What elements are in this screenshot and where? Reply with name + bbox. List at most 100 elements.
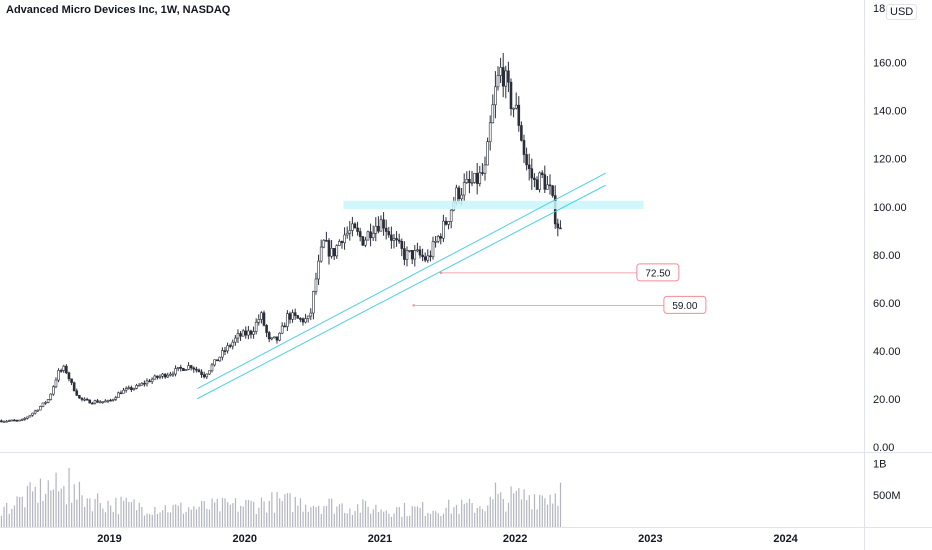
volume-bar <box>349 508 351 527</box>
volume-bar <box>164 505 166 527</box>
volume-bar <box>429 514 432 527</box>
chart-title: Advanced Micro Devices Inc, 1W, NASDAQ <box>6 4 231 16</box>
volume-bar <box>162 510 164 527</box>
volume-bar <box>89 498 91 527</box>
candle-body <box>65 365 68 374</box>
volume-bar <box>416 506 419 527</box>
volume-bar <box>263 501 265 527</box>
target-label: 72.50 <box>645 268 670 279</box>
candle-body <box>527 164 531 169</box>
volume-bar <box>71 502 73 527</box>
target-box <box>636 263 680 282</box>
candle-body <box>504 70 508 87</box>
volume-bar <box>359 512 361 527</box>
candle-body <box>335 245 339 257</box>
volume-bar <box>73 484 75 527</box>
candle-body <box>434 240 437 243</box>
volume-bar <box>180 502 182 527</box>
candle-body <box>80 397 84 400</box>
volume-bar <box>198 506 200 527</box>
volume-bar <box>237 511 239 527</box>
volume-bar <box>47 480 49 527</box>
candle-body <box>403 248 406 260</box>
volume-bar <box>24 507 26 527</box>
candle-body <box>93 400 97 404</box>
trend-line <box>197 184 606 400</box>
candle-body <box>491 104 495 124</box>
volume-bar <box>245 499 247 527</box>
volume-bar <box>0 515 3 527</box>
candle-body <box>390 234 393 241</box>
volume-bar <box>492 499 494 527</box>
volume-bar <box>528 495 530 527</box>
candle-body <box>293 312 297 316</box>
price-tick-label: 140.00 <box>873 106 907 118</box>
volume-bar <box>544 498 546 527</box>
volume-bar <box>432 510 434 527</box>
volume-bar <box>21 496 23 527</box>
candle-body <box>418 249 422 256</box>
candle-body <box>215 359 219 362</box>
candle-body <box>553 195 557 225</box>
candle-body <box>41 402 45 407</box>
volume-bar <box>65 504 68 527</box>
price-tick-label: 60.00 <box>873 298 901 310</box>
volume-bar <box>294 496 296 527</box>
candle-body <box>364 239 367 246</box>
currency-button[interactable]: USD <box>886 4 918 20</box>
volume-bar <box>500 492 502 527</box>
candle-body <box>319 246 323 262</box>
price-tick-label: 40.00 <box>873 346 901 358</box>
candle-body <box>431 241 435 258</box>
candle-body <box>62 365 66 371</box>
volume-bar <box>507 502 510 527</box>
volume-bar <box>315 507 317 527</box>
volume-bar <box>396 507 398 527</box>
volume-bar <box>414 506 416 527</box>
volume-bar <box>481 509 484 527</box>
volume-bar <box>250 500 252 527</box>
volume-bar <box>297 505 299 527</box>
trend-line <box>197 172 606 389</box>
candle-body <box>447 221 450 225</box>
candle-body <box>330 248 333 257</box>
candle-body <box>119 392 123 395</box>
candle-body <box>239 333 242 337</box>
candle-body <box>49 393 53 400</box>
volume-bar <box>424 516 426 527</box>
volume-bar <box>117 514 120 527</box>
volume-bar <box>479 506 481 527</box>
candle-body <box>379 219 383 232</box>
candle-body <box>176 367 180 369</box>
candle-body <box>36 409 40 412</box>
volume-bar <box>453 507 455 527</box>
volume-bar <box>284 494 286 527</box>
candle-body <box>369 231 372 239</box>
candle-body <box>137 384 141 387</box>
volume-bar <box>195 509 198 527</box>
volume-bar <box>286 493 289 527</box>
volume-bar <box>362 499 364 527</box>
candle-body <box>127 387 131 389</box>
volume-bar <box>448 499 450 527</box>
volume-bar <box>208 509 211 527</box>
candle-body <box>468 178 471 183</box>
candle-body <box>18 419 21 422</box>
candle-body <box>494 86 497 106</box>
volume-bar <box>440 515 442 527</box>
volume-bar <box>502 499 504 527</box>
volume-bar <box>81 495 83 527</box>
volume-bar <box>182 513 185 527</box>
support-zone <box>343 200 644 210</box>
candle-body <box>111 398 115 401</box>
candle-body <box>249 330 253 335</box>
volume-bar <box>468 498 471 527</box>
volume-bar <box>175 504 177 527</box>
volume-bar <box>221 497 224 527</box>
volume-bar <box>325 506 328 527</box>
candle-body <box>145 380 149 385</box>
volume-bar <box>211 498 213 527</box>
volume-bar <box>13 505 16 527</box>
candle-body <box>31 412 34 416</box>
